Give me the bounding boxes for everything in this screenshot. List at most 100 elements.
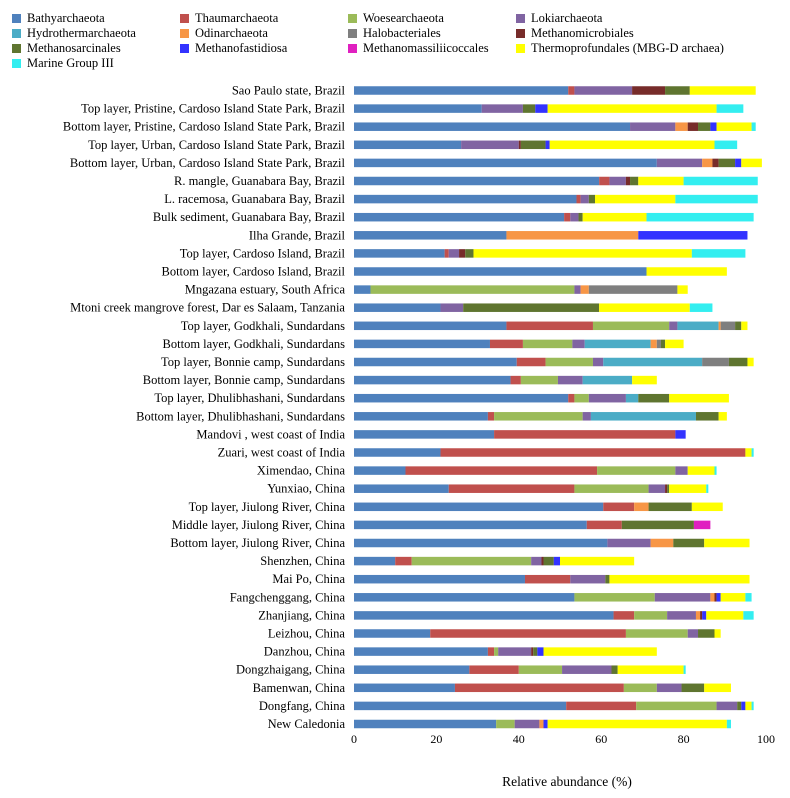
bar-row-top-layer-dhulibhashani-sundardans [354,393,729,403]
bar-segment-thaumarchaeota [516,357,546,367]
bar-segment-lokiarchaeota [656,683,682,693]
bar-segment-halobacteriales [656,339,661,349]
bar-segment-odinarchaeota [634,502,649,512]
bar-segment-thermoprofundales-mbg-d-archaea [704,538,750,548]
bar-segment-thaumarchaeota [524,574,571,584]
legend-swatch [516,29,525,38]
category-label: L. racemosa, Guanabara Bay, Brazil [164,192,345,206]
bar-segment-thaumarchaeota [510,375,521,385]
bar-segment-lokiarchaeota [557,375,583,385]
bar-segment-woesearchaeota [545,357,593,367]
legend-label: Lokiarchaeota [531,11,603,25]
bar-segment-thaumarchaeota [487,647,495,656]
category-label: Mtoni creek mangrove forest, Dar es Sala… [70,301,345,315]
bar-segment-woesearchaeota [518,665,563,674]
bar-segment-thermoprofundales-mbg-d-archaea [677,285,688,294]
bar-segment-thermoprofundales-mbg-d-archaea [704,683,731,693]
legend-label: Thaumarchaeota [195,11,279,25]
bar-segment-odinarchaeota [506,231,639,240]
bar-segment-methanomicrobiales [459,249,466,258]
bar-segment-bathyarchaeota [354,104,482,113]
legend-label: Hydrothermarchaeota [27,26,136,40]
bar-segment-lokiarchaeota [498,647,532,656]
legend-swatch [348,44,357,53]
bar-segment-marine-group-iii [716,104,744,113]
bar-segment-odinarchaeota [710,593,715,602]
bar-segment-marine-group-iii [743,611,754,620]
bar-segment-thaumarchaeota [564,212,571,222]
bar-segment-marine-group-iii [751,448,754,457]
bar-row-dongzhaigang-china [354,665,686,674]
bar-row-fangchenggang-china [354,593,752,602]
bar-segment-woesearchaeota [625,629,688,638]
bar-segment-marine-group-iii [675,194,758,204]
bar-row-new-caledonia [354,719,731,729]
bar-segment-methanosarcinales [543,556,554,566]
x-tick-label: 100 [757,732,775,746]
bar-segment-bathyarchaeota [354,538,608,548]
bar-segment-odinarchaeota [702,158,713,168]
bar-row-r-mangle-guanabara-bay-brazil [354,176,758,186]
bar-segment-methanosarcinales [698,629,715,638]
bar-segment-thaumarchaeota [405,466,598,475]
bar-segment-lokiarchaeota [669,321,678,331]
bar-segment-thermoprofundales-mbg-d-archaea [543,647,657,656]
bar-segment-lokiarchaeota [675,466,688,475]
category-label: Leizhou, China [268,627,346,641]
bar-segment-lokiarchaeota [570,574,606,584]
bar-row-mngazana-estuary-south-africa [354,285,688,294]
category-label: Fangchenggang, China [230,590,346,604]
bar-segment-methanomicrobiales [700,611,703,620]
legend-item-halobacteriales: Halobacteriales [348,26,441,40]
bar-segment-lokiarchaeota [531,556,542,566]
bar-segment-bathyarchaeota [354,412,488,421]
bar-segment-lokiarchaeota [461,140,519,150]
category-label: Top layer, Pristine, Cardoso Island Stat… [81,102,345,116]
bar-segment-methanomicrobiales [518,140,521,150]
bar-segment-thermoprofundales-mbg-d-archaea [549,140,715,150]
x-tick-label: 0 [351,732,357,746]
category-label: Bottom layer, Godkhali, Sundardans [163,337,346,351]
bar-segment-woesearchaeota [597,466,676,475]
category-label: Top layer, Godkhali, Sundardans [181,319,345,333]
legend-label: Odinarchaeota [195,26,268,40]
bar-segment-thaumarchaeota [494,430,676,439]
bar-segment-lokiarchaeota [716,701,738,711]
bar-segment-methanofastidiosa [741,701,746,711]
bar-segment-hydrothermarchaeota [625,393,639,403]
bar-segment-thaumarchaeota [568,393,575,403]
bar-segment-thaumarchaeota [444,249,449,258]
bar-segment-thermoprofundales-mbg-d-archaea [714,629,721,638]
bar-segment-bathyarchaeota [354,556,396,566]
legend-item-methanomassiliicoccales: Methanomassiliicoccales [348,41,489,55]
category-label: Top layer, Urban, Cardoso Island State P… [88,138,345,152]
bar-segment-thermoprofundales-mbg-d-archaea [720,593,746,602]
bar-segment-bathyarchaeota [354,647,488,656]
category-label: Zuari, west coast of India [218,446,346,460]
bar-segment-methanosarcinales [522,104,536,113]
bar-segment-thaumarchaeota [599,176,610,186]
bar-segment-thermoprofundales-mbg-d-archaea [745,701,752,711]
bar-segment-odinarchaeota [695,611,701,620]
bar-segment-thaumarchaeota [586,520,622,530]
bar-segment-lokiarchaeota [607,538,651,548]
bar-segment-odinarchaeota [539,719,544,729]
bar-segment-bathyarchaeota [354,249,445,258]
legend-label: Woesearchaeota [363,11,444,25]
x-tick-label: 40 [513,732,525,746]
bar-segment-bathyarchaeota [354,719,497,729]
bar-segment-thaumarchaeota [469,665,519,674]
bar-segment-thermoprofundales-mbg-d-archaea [638,176,684,186]
bar-segment-lokiarchaeota [609,176,626,186]
bar-segment-thermoprofundales-mbg-d-archaea [687,466,715,475]
bar-segment-woesearchaeota [574,593,655,602]
bar-segment-woesearchaeota [574,393,589,403]
bar-segment-woesearchaeota [634,611,668,620]
bar-segment-methanosarcinales [605,574,610,584]
bar-row-bottom-layer-cardoso-island-brazil [354,267,727,276]
bar-segment-halobacteriales [702,357,729,367]
legend: Bathyarchaeota Thaumarchaeota Woesearchaeo… [12,11,724,70]
bar-segment-thaumarchaeota [566,701,637,711]
bar-row-mandovi-west-coast-of-india [354,430,686,439]
bar-segment-lokiarchaeota [570,212,579,222]
